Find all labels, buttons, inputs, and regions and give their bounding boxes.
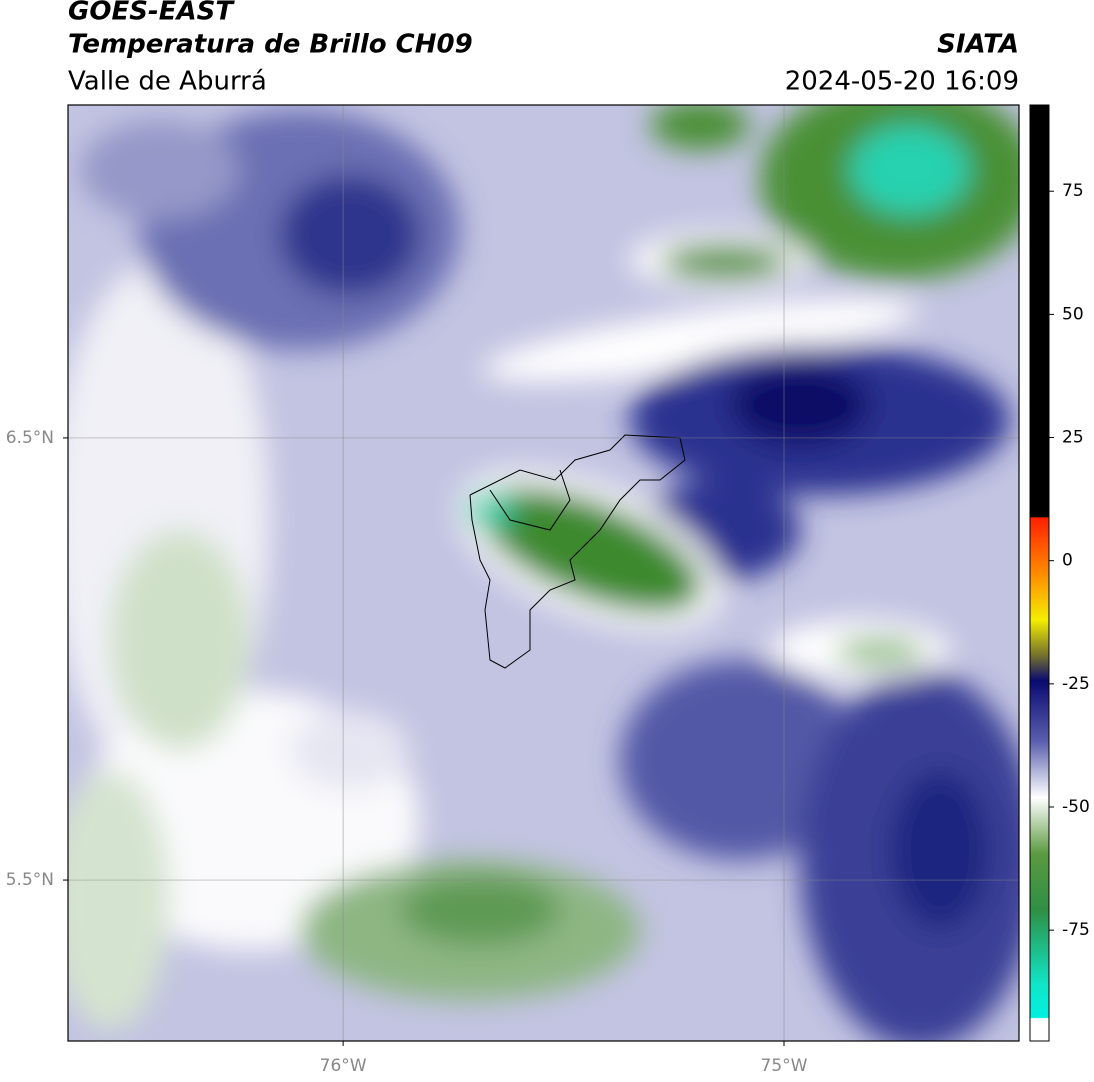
colorbar-tick-label: 25: [1062, 428, 1084, 448]
colorbar-tick-label: -75: [1062, 920, 1090, 940]
datetime: 2024-05-20 16:09: [785, 67, 1019, 97]
source: SIATA: [937, 30, 1019, 60]
region: Valle de Aburrá: [68, 67, 267, 97]
colorbar-tick-label: 75: [1062, 181, 1084, 201]
x-tick-label: 75°W: [761, 1056, 808, 1076]
map-frame: [67, 104, 1020, 1042]
colorbar-tick-label: -25: [1062, 674, 1090, 694]
colorbar-tick-label: -50: [1062, 797, 1090, 817]
y-tick-label: 6.5°N: [6, 428, 54, 448]
colorbar-tick-label: 0: [1062, 551, 1073, 571]
colorbar-tick-label: 50: [1062, 304, 1084, 324]
x-tick-label: 76°W: [320, 1056, 367, 1076]
y-tick-label: 5.5°N: [6, 870, 54, 890]
title: GOES-EAST: [68, 0, 235, 27]
grid: [68, 105, 1019, 1041]
subtitle: Temperatura de Brillo CH09: [68, 30, 473, 60]
colorbar: [1029, 104, 1050, 1042]
map-field: [68, 105, 1019, 1041]
